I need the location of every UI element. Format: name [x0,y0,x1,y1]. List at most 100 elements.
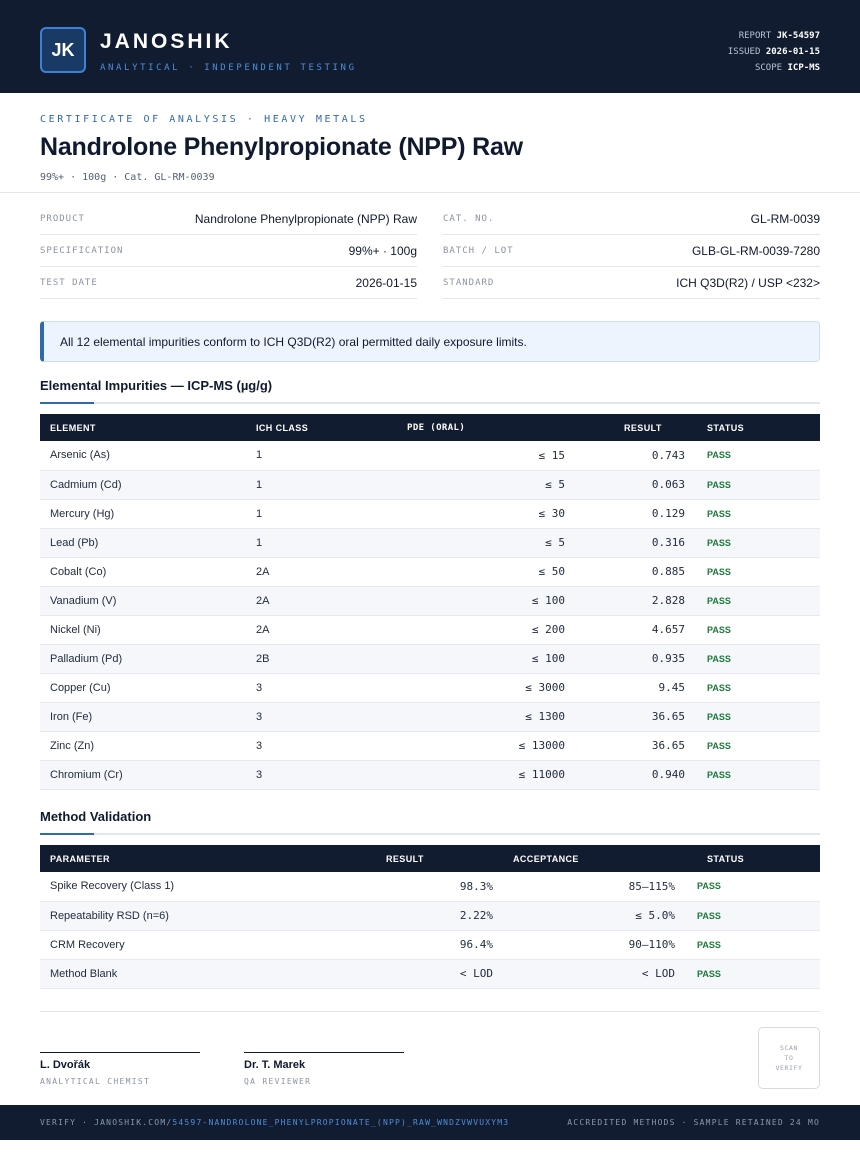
pde-cell: ≤ 15 [403,441,577,471]
signature-block: L. Dvořák ANALYTICAL CHEMIST [40,1052,200,1086]
column-header: PARAMETER [40,845,375,872]
result-cell: 36.65 [577,702,697,732]
pde-cell: ≤ 30 [403,499,577,529]
element-cell: Zinc (Zn) [40,731,246,761]
report-number: JK-54597 [776,31,820,41]
result-cell: 2.22% [375,901,505,931]
status-badge: PASS [697,615,820,645]
result-cell: 9.45 [577,673,697,703]
scope-value: ICP-MS [787,63,820,73]
result-cell: < LOD [375,959,505,989]
info-key: TEST DATE [40,277,98,288]
column-header: STATUS [697,414,820,441]
ich-class-cell: 3 [246,702,403,732]
verify-link[interactable]: 54597-NANDROLONE_PHENYLPROPIONATE_(NPP)_… [172,1118,510,1127]
status-badge: PASS [697,499,820,529]
result-cell: 4.657 [577,615,697,645]
signature-name: Dr. T. Marek [244,1059,306,1071]
ich-class-cell: 2A [246,586,403,616]
scope-label: SCOPE [754,63,783,73]
result-cell: 96.4% [375,930,505,960]
ich-class-cell: 3 [246,673,403,703]
qr-text: TO [784,1054,794,1062]
signature-role: QA REVIEWER [244,1077,312,1086]
table-row: Copper (Cu) 3 ≤ 3000 9.45 PASS [40,673,820,703]
info-value: ICH Q3D(R2) / USP <232> [676,275,820,290]
result-cell: 0.063 [577,470,697,500]
info-row-batch-lot: BATCH / LOT GLB-GL-RM-0039-7280 [443,235,820,267]
element-cell: Vanadium (V) [40,586,246,616]
ich-class-cell: 3 [246,760,403,790]
element-cell: Copper (Cu) [40,673,246,703]
status-badge: PASS [687,872,820,902]
divider [40,1011,820,1012]
validation-table: PARAMETER RESULT ACCEPTANCE STATUS Spike… [40,845,820,989]
table-row: Cadmium (Cd) 1 ≤ 5 0.063 PASS [40,470,820,500]
status-badge: PASS [687,901,820,931]
footer-note: ACCREDITED METHODS · SAMPLE RETAINED 24 … [567,1118,820,1127]
info-value: GLB-GL-RM-0039-7280 [691,243,820,258]
info-key: SPECIFICATION [40,245,124,256]
element-cell: Chromium (Cr) [40,760,246,790]
status-badge: PASS [697,557,820,587]
info-right-column: CAT. NO. GL-RM-0039 BATCH / LOT GLB-GL-R… [443,203,820,299]
parameter-cell: Spike Recovery (Class 1) [40,872,375,902]
result-cell: 0.935 [577,644,697,674]
status-badge: PASS [687,959,820,989]
info-key: STANDARD [443,277,495,288]
pde-cell: ≤ 100 [403,644,577,674]
result-cell: 36.65 [577,731,697,761]
acceptance-cell: 85–115% [505,872,687,902]
status-badge: PASS [687,930,820,960]
table-row: Zinc (Zn) 3 ≤ 13000 36.65 PASS [40,731,820,761]
table-row: Vanadium (V) 2A ≤ 100 2.828 PASS [40,586,820,616]
result-cell: 98.3% [375,872,505,902]
ich-class-cell: 2B [246,644,403,674]
table-row: CRM Recovery 96.4% 90–110% PASS [40,930,820,960]
verify-text: VERIFY · JANOSHIK.COM/54597-NANDROLONE_P… [40,1118,509,1127]
result-cell: 0.743 [577,441,697,471]
table-row: Cobalt (Co) 2A ≤ 50 0.885 PASS [40,557,820,587]
section-underline [40,833,820,835]
info-value: Nandrolone Phenylpropionate (NPP) Raw [194,211,417,226]
pde-cell: ≤ 1300 [403,702,577,732]
qr-text: VERIFY [775,1064,803,1072]
pde-cell: ≤ 5 [403,528,577,558]
scan-to-verify-box[interactable]: SCAN TO VERIFY [758,1027,820,1089]
column-header: PDE (ORAL) [403,414,577,441]
info-key: BATCH / LOT [443,245,514,256]
column-header: STATUS [687,845,820,872]
verify-prefix: VERIFY · JANOSHIK.COM/ [40,1118,173,1127]
result-cell: 0.885 [577,557,697,587]
pde-cell: ≤ 13000 [403,731,577,761]
section-underline [40,402,820,404]
parameter-cell: Method Blank [40,959,375,989]
element-cell: Arsenic (As) [40,441,246,471]
table-row: Spike Recovery (Class 1) 98.3% 85–115% PASS [40,872,820,902]
table-header-row: ELEMENT ICH CLASS PDE (ORAL) RESULT STAT… [40,414,820,441]
status-badge: PASS [697,644,820,674]
signature-name: L. Dvořák [40,1059,91,1071]
conformance-banner: All 12 elemental impurities conform to I… [40,321,820,362]
signature-block: Dr. T. Marek QA REVIEWER [244,1052,404,1086]
ich-class-cell: 1 [246,528,403,558]
brand-logo: JK [40,27,86,73]
table-header-row: PARAMETER RESULT ACCEPTANCE STATUS [40,845,820,872]
pde-cell: ≤ 50 [403,557,577,587]
element-cell: Cadmium (Cd) [40,470,246,500]
status-badge: PASS [697,731,820,761]
status-badge: PASS [697,673,820,703]
validation-section-title: Method Validation [40,809,152,824]
info-value: 2026-01-15 [355,275,417,290]
info-row-specification: SPECIFICATION 99%+ · 100g [40,235,417,267]
element-cell: Lead (Pb) [40,528,246,558]
page-title: Nandrolone Phenylpropionate (NPP) Raw [40,133,523,161]
column-header: RESULT [577,414,697,441]
impurities-section-title: Elemental Impurities — ICP-MS (µg/g) [40,378,273,393]
status-badge: PASS [697,528,820,558]
table-row: Nickel (Ni) 2A ≤ 200 4.657 PASS [40,615,820,645]
parameter-cell: Repeatability RSD (n=6) [40,901,375,931]
element-cell: Nickel (Ni) [40,615,246,645]
parameter-cell: CRM Recovery [40,930,375,960]
info-key: PRODUCT [40,213,85,224]
